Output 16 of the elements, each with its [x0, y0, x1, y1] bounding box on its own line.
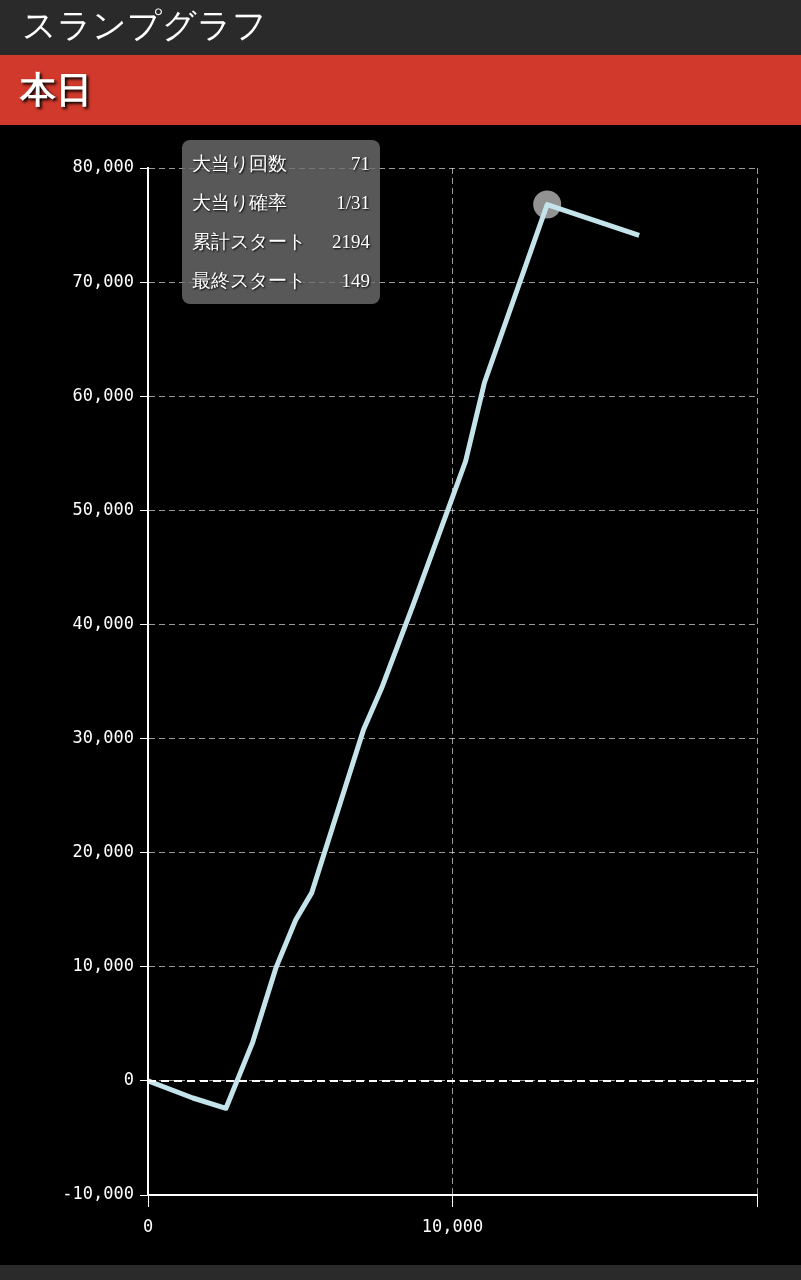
- chart-title: スランプグラフ: [22, 6, 267, 46]
- y-tick-label: 50,000: [72, 498, 134, 519]
- y-tick-label: 10,000: [72, 955, 134, 976]
- y-tick-label: 20,000: [72, 841, 134, 862]
- y-tick-label: 60,000: [72, 384, 134, 405]
- chart-subtitle: 本日: [0, 55, 801, 125]
- y-tick-label: -10,000: [62, 1183, 134, 1204]
- y-tick-label: 80,000: [72, 156, 134, 177]
- y-tick-label: 0: [123, 1069, 134, 1090]
- y-tick-label: 30,000: [72, 726, 134, 747]
- y-tick-label: 70,000: [72, 270, 134, 291]
- text: 大当り確率 1/31: [192, 192, 370, 213]
- text: 最終スタート 149: [192, 270, 370, 291]
- y-tick-label: 40,000: [72, 612, 134, 633]
- text: 大当り回数 71: [192, 153, 370, 174]
- text: 累計スタート 2194: [192, 231, 370, 252]
